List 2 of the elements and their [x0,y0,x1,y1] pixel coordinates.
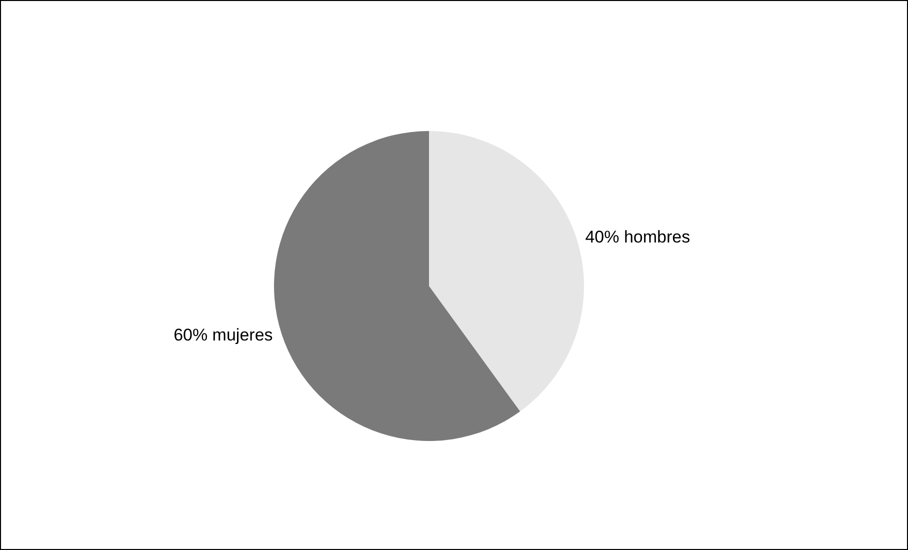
slice-label: 60% mujeres [174,326,273,345]
slice-label: 40% hombres [585,227,690,246]
